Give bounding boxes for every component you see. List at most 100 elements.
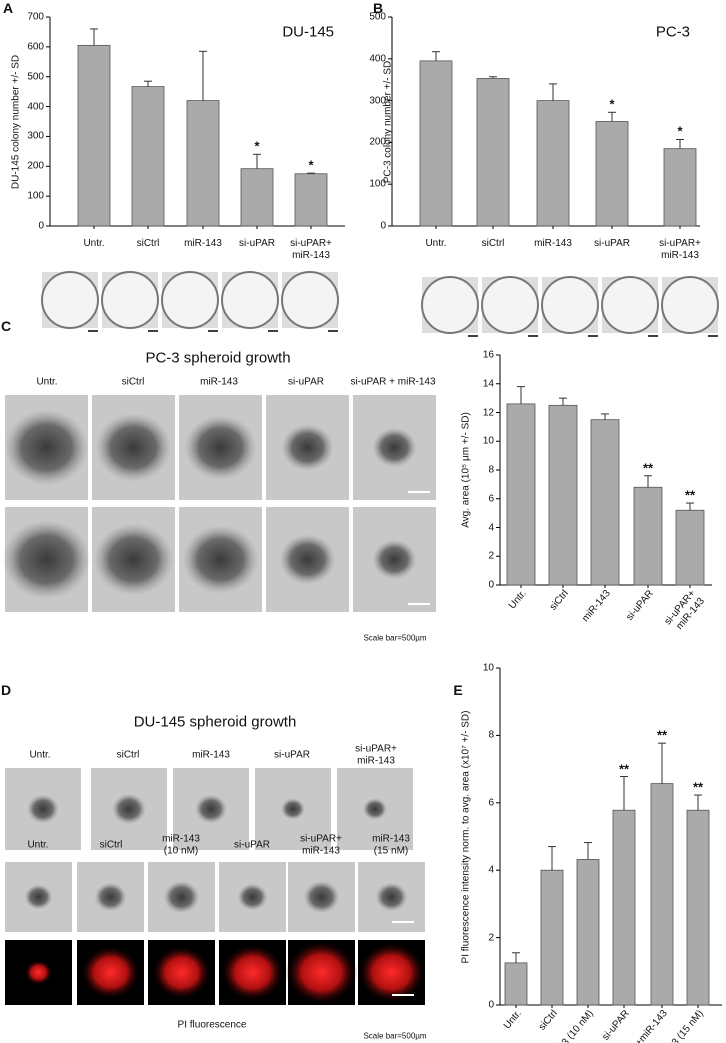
y-tick-label: 100: [27, 190, 44, 202]
y-tick-label: 12: [482, 406, 494, 418]
bar: [504, 962, 528, 1006]
well: [541, 276, 599, 334]
spheroid: [95, 413, 172, 482]
column-label: Untr.: [29, 749, 51, 761]
spheroid: [237, 883, 268, 911]
spheroid: [4, 409, 89, 486]
y-tick-label: 6: [488, 797, 494, 809]
well: [601, 276, 659, 334]
spheroid: [372, 539, 417, 580]
chart-title: PC-3: [655, 23, 690, 41]
bar: [663, 148, 697, 227]
spheroid: [375, 882, 408, 912]
y-axis-label: PC-3 colony number +/- SD: [382, 60, 394, 183]
x-tick-label: si-uPAR+ miR-143: [659, 238, 701, 261]
y-tick-label: 0: [488, 999, 494, 1011]
y-tick-label: 400: [369, 53, 386, 65]
panel-letter: A: [2, 0, 14, 16]
bar: [131, 86, 165, 227]
chart-title: DU-145: [282, 23, 334, 41]
column-label: miR-143: [200, 376, 238, 388]
y-tick-label: 200: [369, 136, 386, 148]
significance-marker: *: [254, 138, 260, 154]
column-label: si-uPAR: [274, 749, 310, 761]
y-tick-label: 4: [488, 864, 494, 876]
panel-letter: C: [0, 317, 12, 334]
x-tick-label: si-uPAR+ miR-143: [290, 238, 332, 261]
bar: [186, 100, 220, 227]
spheroid: [24, 884, 53, 910]
column-label: miR-143 (15 nM): [372, 833, 410, 857]
y-tick-label: 10: [482, 662, 494, 674]
column-label: siCtrl: [99, 839, 123, 851]
y-tick-label: 0: [488, 579, 494, 591]
bar: [650, 783, 674, 1006]
x-tick-label: siCtrl: [481, 238, 505, 249]
y-tick-label: 2: [488, 931, 494, 943]
significance-marker: **: [656, 727, 668, 743]
y-tick-label: 4: [488, 521, 494, 533]
column-label: miR-143: [192, 749, 230, 761]
well: [421, 276, 479, 334]
y-tick-label: 600: [27, 41, 44, 53]
spheroid: [27, 794, 59, 824]
y-tick-label: 300: [369, 94, 386, 106]
panel-letter: B: [372, 0, 384, 16]
bar: [548, 404, 578, 586]
bar: [240, 168, 274, 227]
bar: [590, 419, 620, 586]
y-tick-label: 500: [27, 70, 44, 82]
well: [101, 271, 159, 329]
spheroid: [80, 945, 141, 1000]
column-label: si-uPAR: [234, 839, 270, 851]
column-label: miR-143 (10 nM): [162, 833, 200, 857]
y-axis-label: Avg. area (10⁵ µm +/- SD): [460, 412, 472, 528]
panel-title: PC-3 spheroid growth: [145, 349, 291, 367]
well: [661, 276, 719, 334]
x-tick-label: si-uPAR: [239, 238, 275, 249]
x-tick-label: si-uPAR: [594, 238, 630, 249]
bar: [633, 486, 663, 586]
column-label: si-uPAR: [288, 376, 324, 388]
bar: [540, 869, 564, 1006]
spheroid: [195, 794, 227, 824]
significance-marker: **: [684, 487, 696, 503]
x-tick-label: siCtrl: [136, 238, 160, 249]
y-tick-label: 300: [27, 130, 44, 142]
y-axis-label: DU-145 colony number +/- SD: [10, 54, 22, 189]
column-label: si-uPAR+ miR-143: [355, 743, 397, 767]
spheroid: [303, 880, 340, 914]
bar: [612, 809, 636, 1006]
bar: [595, 121, 629, 227]
y-tick-label: 10: [482, 435, 494, 447]
bar: [686, 809, 710, 1006]
bar: [294, 173, 328, 227]
significance-marker: *: [677, 124, 683, 139]
scale-note: Scale bar=500µm: [363, 633, 427, 643]
spheroid: [372, 427, 417, 468]
panel-title: DU-145 spheroid growth: [133, 713, 297, 731]
spheroid: [281, 424, 334, 471]
spheroid: [281, 798, 305, 820]
y-tick-label: 0: [38, 220, 44, 232]
bar: [576, 859, 600, 1006]
x-tick-label: Untr.: [83, 238, 105, 249]
significance-marker: **: [618, 761, 630, 777]
spheroid: [94, 882, 127, 912]
spheroid: [2, 519, 91, 600]
y-tick-label: 500: [369, 11, 386, 23]
well: [41, 271, 99, 329]
spheroid: [285, 940, 358, 1005]
column-label: Untr.: [27, 839, 49, 851]
bar: [675, 509, 705, 586]
bar: [506, 403, 536, 586]
spheroid: [112, 793, 146, 825]
bar: [419, 60, 453, 227]
significance-marker: *: [609, 96, 615, 112]
spheroid: [151, 945, 212, 1000]
y-tick-label: 2: [488, 550, 494, 562]
spheroid: [163, 880, 200, 914]
spheroid: [279, 534, 336, 585]
